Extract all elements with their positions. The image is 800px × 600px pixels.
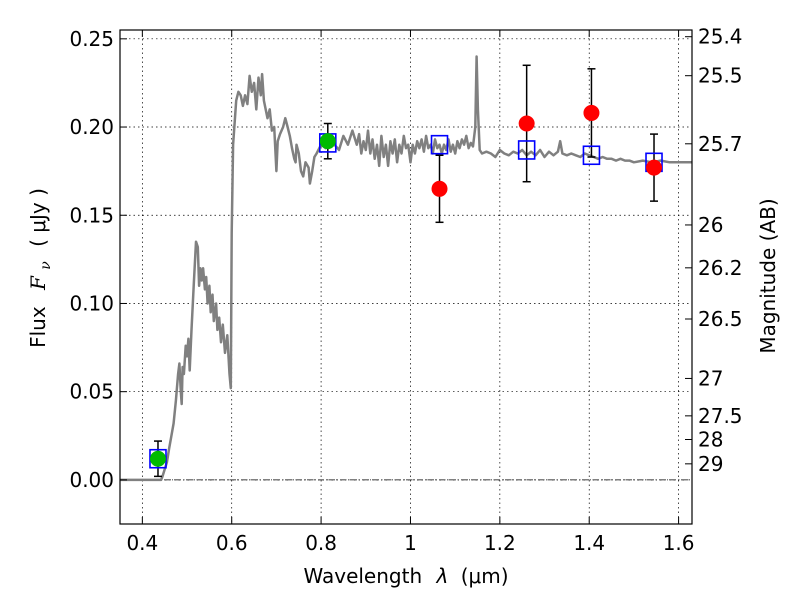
x-tick-label: 1.2 [484, 531, 516, 555]
y2-tick-label: 25.7 [698, 132, 743, 156]
model-flux-square-marker [517, 140, 536, 160]
y-axis-title-subscript: ν [38, 261, 54, 270]
plot-area [120, 55, 692, 482]
y2-tick-label: 27.5 [698, 404, 743, 428]
y2-tick-label: 28 [698, 427, 723, 451]
y2-tick-label: 25.5 [698, 64, 743, 88]
observed-flux-point [583, 104, 600, 121]
x-tick-label: 0.8 [305, 531, 337, 555]
template-spectrum-line [120, 55, 692, 482]
observed-flux-point [431, 180, 448, 197]
y-axis-title-unit: ( μJy ) [26, 188, 50, 247]
observed-flux-point [319, 133, 336, 150]
y-tick-label: 0.25 [69, 27, 114, 51]
x-tick-label: 1.6 [663, 531, 695, 555]
y-axis-title-prefix: Flux [26, 306, 50, 348]
y2-tick-label: 26 [698, 213, 723, 237]
plot-frame [119, 29, 693, 525]
observed-flux-point [149, 450, 166, 467]
y-tick-label: 0.20 [69, 115, 114, 139]
y-axis-title-symbol: F [26, 275, 50, 291]
y2-tick-label: 26.2 [698, 256, 743, 280]
y-axis-title: Flux F ν ( μJy ) [26, 188, 55, 348]
y-tick-label: 0.15 [69, 203, 114, 227]
x-axis-title-prefix: Wavelength [303, 564, 422, 588]
x-tick-label: 1 [404, 531, 417, 555]
y2-tick-label: 26.5 [698, 307, 743, 331]
y2-tick-label: 25.4 [698, 25, 743, 49]
y-tick-label: 0.00 [69, 468, 114, 492]
x-tick-label: 0.6 [216, 531, 248, 555]
x-axis-title-unit: (μm) [461, 564, 509, 588]
observed-flux-point [518, 115, 535, 132]
observed-flux-point [646, 159, 663, 176]
y-tick-label: 0.10 [69, 291, 114, 315]
y-tick-label: 0.05 [69, 380, 114, 404]
axes: 0.4 0.6 0.8 1 1.2 1.4 1.6 0.00 0.05 0.10 0.15 0.20 0… [69, 25, 742, 555]
model-flux-square-marker [430, 134, 449, 155]
model-flux-square-marker [582, 145, 601, 166]
y2-tick-label: 27 [698, 366, 723, 390]
x-tick-label: 1.4 [573, 531, 605, 555]
x-axis-title-symbol: λ [436, 564, 449, 588]
y2-tick-label: 29 [698, 452, 723, 476]
x-axis-title: Wavelength λ (μm) [303, 564, 508, 588]
x-tick-label: 0.4 [126, 531, 158, 555]
y2-axis-title: Magnitude (AB) [756, 198, 780, 353]
